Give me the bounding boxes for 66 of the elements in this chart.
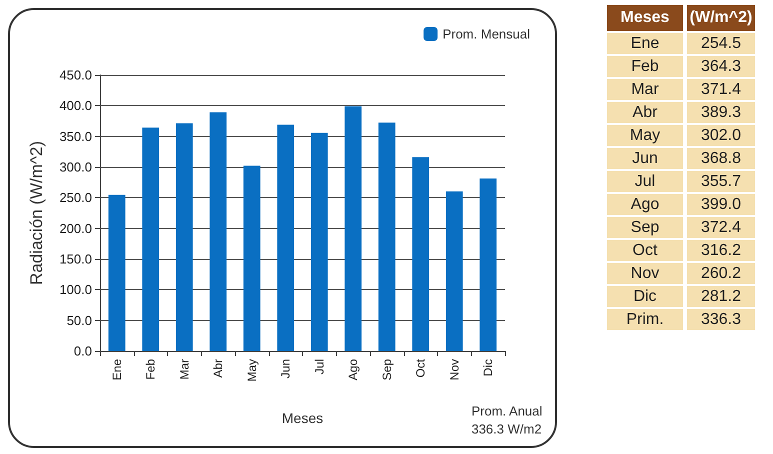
bar	[378, 122, 396, 351]
bar	[344, 106, 362, 351]
category-label: Abr	[607, 102, 683, 123]
bar	[446, 191, 463, 351]
x-axis-title: Meses	[282, 410, 324, 426]
bar	[243, 166, 260, 351]
text: 389.3	[700, 104, 742, 121]
x-tick-label: Dic	[481, 359, 496, 376]
category-label: Ago	[607, 194, 683, 215]
bar	[310, 132, 328, 351]
legend-label: Prom. Mensual	[442, 26, 530, 42]
category-label: Jul	[607, 171, 683, 192]
y-tick-label: 100.0	[59, 282, 92, 298]
text: 316.2	[700, 242, 742, 259]
x-tick-label: Feb	[144, 358, 158, 380]
text: (W/m^2)	[687, 5, 755, 31]
y-tick-label: 0.0	[74, 344, 92, 358]
x-tick-label: Sep	[380, 358, 394, 380]
y-tick-label: 350.0	[59, 128, 92, 144]
category-label: Ene	[607, 33, 683, 54]
category-label: Feb	[607, 56, 683, 77]
text: Prom. Anual 336.3 W/m2	[471, 404, 542, 436]
x-tick-label: Oct	[414, 358, 428, 378]
category-label: Mar	[607, 79, 683, 100]
x-tick-label: Nov	[447, 359, 462, 380]
x-tick-label: Jul	[312, 359, 326, 374]
x-tick-label: Ene	[110, 358, 124, 380]
text: 281.2	[700, 288, 742, 305]
text: Meses	[607, 5, 683, 31]
x-tick-label: Jun	[278, 359, 293, 378]
category-label: Nov	[607, 263, 683, 284]
x-tick-label: Ago	[346, 358, 360, 380]
y-tick-label: 50.0	[66, 312, 92, 328]
text: 260.2	[700, 265, 742, 282]
text: 336.3	[700, 311, 742, 328]
text: 355.7	[700, 173, 742, 190]
bar	[277, 124, 294, 351]
category-label: Prim.	[607, 309, 683, 330]
bar	[176, 123, 193, 351]
y-tick-label: 150.0	[59, 252, 92, 266]
bar	[480, 178, 497, 351]
category-label: May	[607, 125, 683, 146]
text: 302.0	[700, 127, 742, 144]
bar	[142, 128, 160, 351]
y-tick-label: 200.0	[59, 220, 92, 236]
category-label: Oct	[607, 240, 683, 261]
text: 371.4	[700, 81, 742, 98]
category-label: Sep	[607, 217, 683, 238]
y-tick-label: 400.0	[59, 98, 92, 114]
text: 372.4	[700, 219, 742, 236]
x-tick-label: May	[244, 359, 259, 382]
x-tick-label: Abr	[211, 359, 226, 378]
category-label: Dic	[607, 286, 683, 307]
text: 364.3	[700, 58, 742, 75]
y-tick-label: 250.0	[59, 190, 92, 206]
y-tick-label: 450.0	[59, 68, 92, 82]
text: 368.8	[700, 150, 742, 167]
bar	[108, 194, 126, 351]
bar	[412, 157, 430, 351]
y-tick-label: 300.0	[59, 160, 92, 174]
category-label: Jun	[607, 148, 683, 169]
text: 254.5	[700, 35, 742, 52]
text: 399.0	[700, 196, 742, 213]
y-axis-title: Radiación (W/m^2)	[27, 140, 46, 286]
x-tick-label: Mar	[177, 359, 192, 380]
bar	[210, 112, 227, 351]
